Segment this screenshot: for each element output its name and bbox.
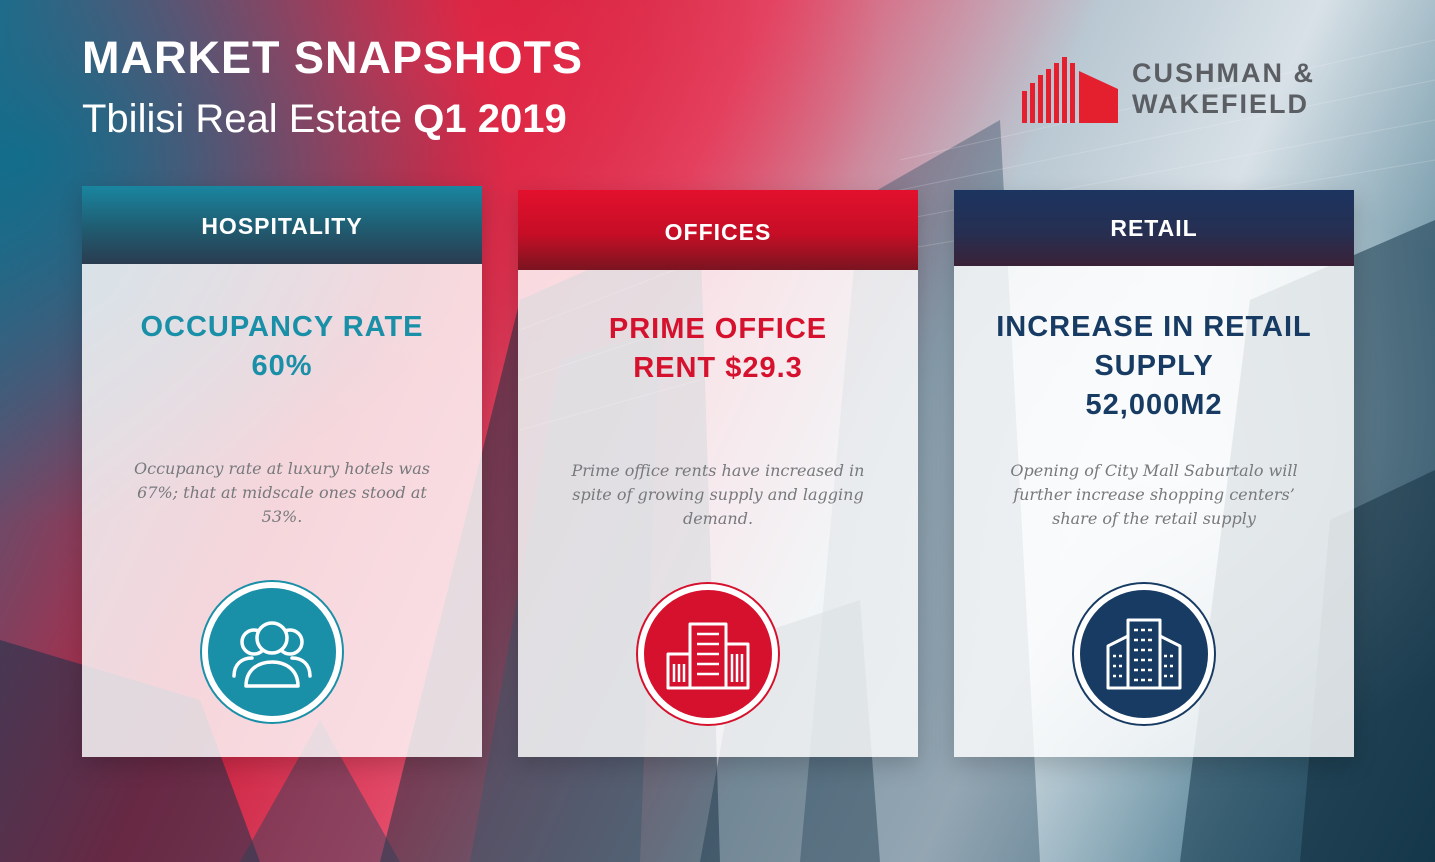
offices-description: Prime office rents have increased in spi… — [571, 461, 865, 528]
brand-line-1: CUSHMAN & — [1132, 58, 1315, 88]
retail-badge — [1074, 584, 1214, 724]
page-title: MARKET SNAPSHOTS — [82, 32, 584, 83]
hospitality-headline: OCCUPANCY RATE 60% — [92, 308, 472, 386]
hospitality-description: Occupancy rate at luxury hotels was 67%;… — [134, 459, 430, 526]
office-buildings-icon — [666, 622, 750, 690]
headline-line: PRIME OFFICE — [608, 313, 828, 345]
hospitality-panel: HOSPITALITY OCCUPANCY RATE 60% Occupancy… — [82, 186, 482, 757]
logo-bars-icon — [1022, 57, 1118, 123]
brand-line-2: WAKEFIELD — [1132, 89, 1309, 119]
cushman-wakefield-logo: CUSHMAN & WAKEFIELD — [1022, 55, 1315, 123]
headline-value: 52,000M2 — [1085, 389, 1223, 421]
retail-description: Opening of City Mall Saburtalo will furt… — [1010, 461, 1298, 528]
panel-header-retail: RETAIL — [954, 190, 1354, 266]
offices-panel: OFFICES PRIME OFFICE RENT $29.3 Prime of… — [518, 190, 918, 757]
subtitle-text: Tbilisi Real Estate — [82, 97, 403, 141]
offices-badge — [638, 584, 778, 724]
panel-header-hospitality: HOSPITALITY — [82, 186, 482, 264]
headline-line: INCREASE IN RETAIL — [996, 311, 1312, 343]
people-group-icon — [232, 621, 312, 688]
subtitle-period: Q1 2019 — [413, 97, 567, 141]
offices-headline: PRIME OFFICE RENT $29.3 — [528, 310, 908, 388]
headline-line: OCCUPANCY RATE — [140, 311, 424, 343]
retail-panel: RETAIL INCREASE IN RETAIL SUPPLY 52,000M… — [954, 190, 1354, 757]
panel-header-offices: OFFICES — [518, 190, 918, 270]
headline-value: 60% — [251, 350, 313, 382]
hospitality-badge — [202, 582, 342, 722]
headline-line: SUPPLY — [1094, 350, 1214, 382]
page-subtitle: Tbilisi Real Estate Q1 2019 — [82, 97, 567, 142]
shopping-center-icon — [1106, 618, 1182, 690]
headline-value: RENT $29.3 — [633, 352, 803, 384]
retail-headline: INCREASE IN RETAIL SUPPLY 52,000M2 — [964, 308, 1344, 425]
